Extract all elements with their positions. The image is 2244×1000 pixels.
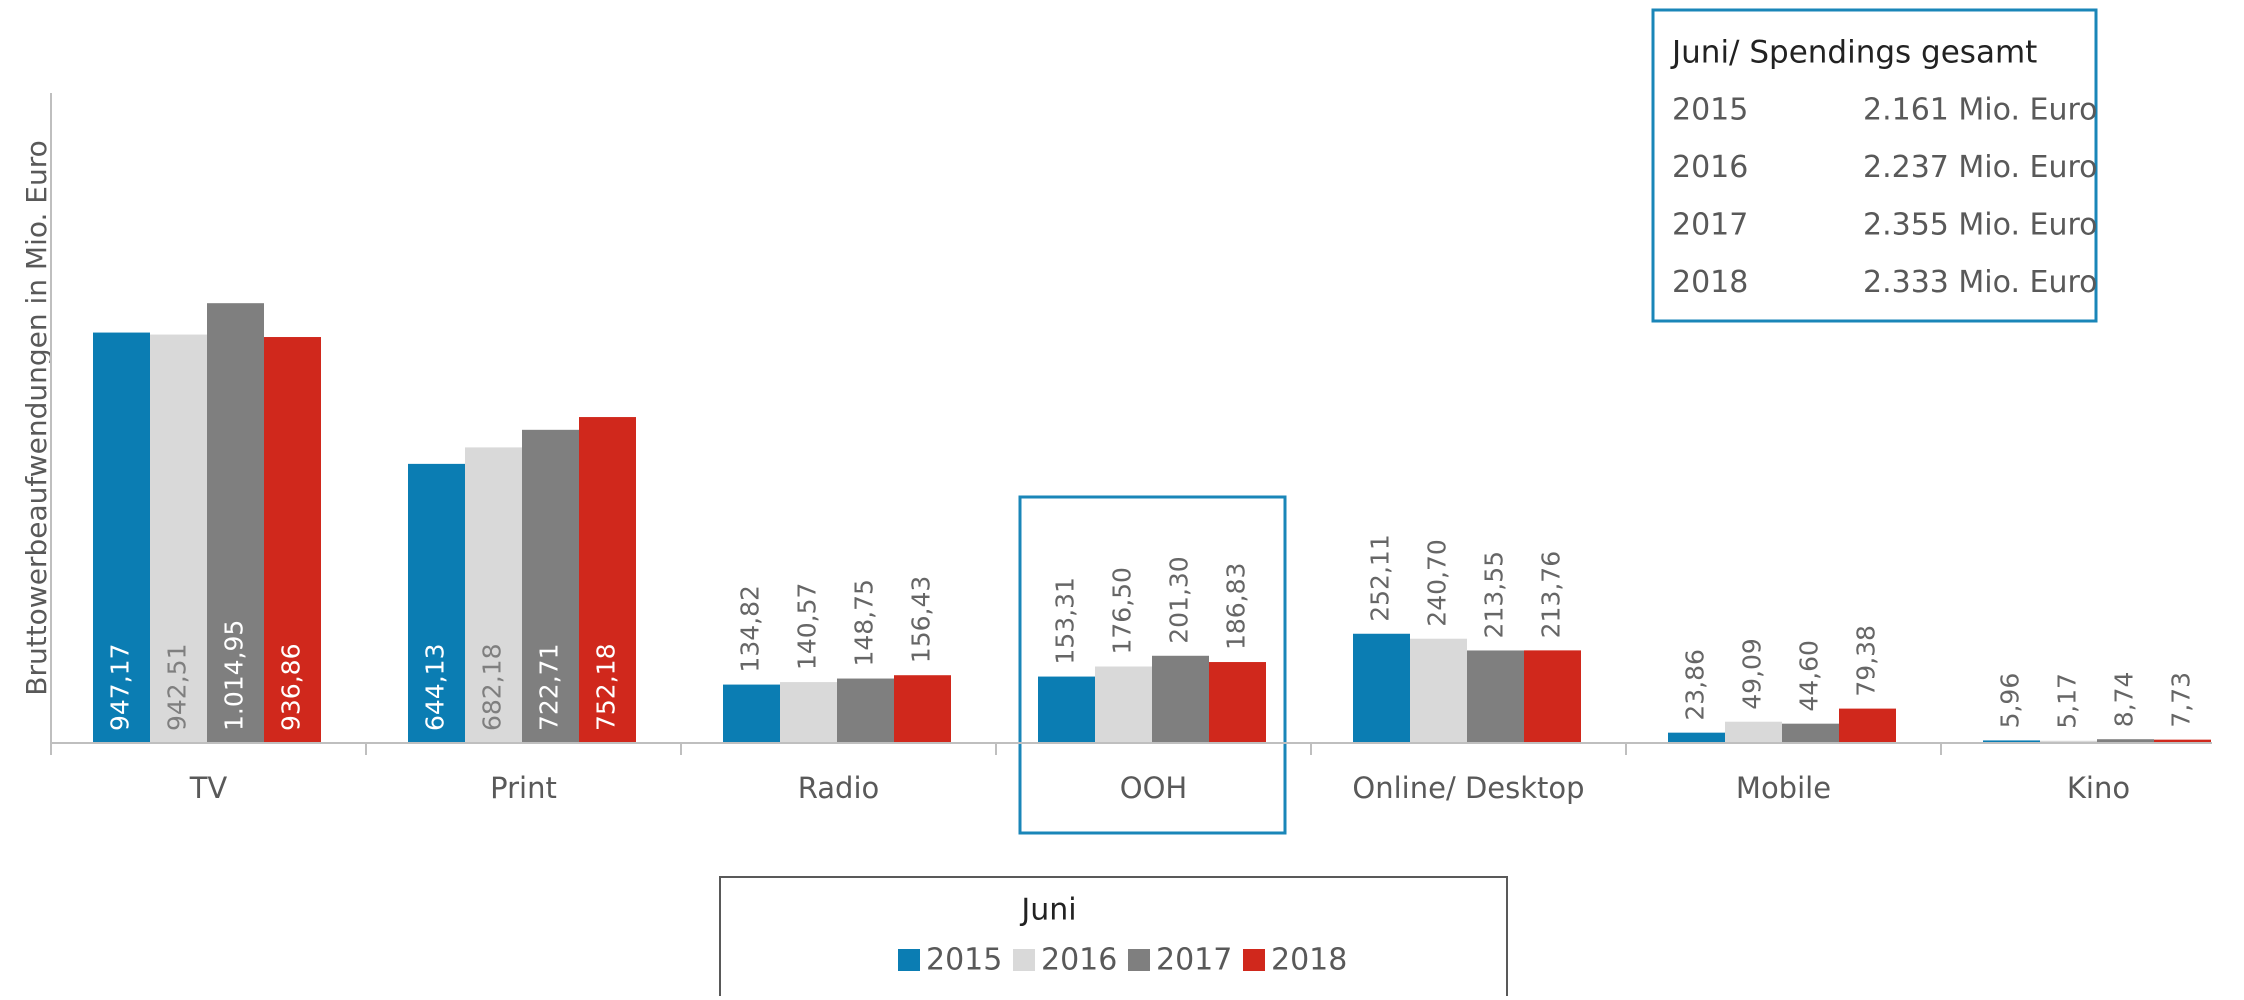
legend-title: Juni [1019,893,1076,928]
value-label: 49,09 [1738,638,1767,710]
highlight-box [1018,495,1287,835]
annotation-value: 2.355 Mio. Euro [1863,208,2098,243]
annotation-year: 2015 [1672,93,1748,128]
value-label: 176,50 [1108,567,1137,654]
bar [1782,723,1839,743]
legend-label: 2018 [1271,943,1347,978]
x-tick-label: TV [189,771,228,805]
value-label: 156,43 [907,576,936,663]
annotation-value: 2.333 Mio. Euro [1863,265,2098,300]
bar [150,334,207,743]
bar [2040,740,2097,743]
bar [465,447,522,743]
bar [1209,662,1266,743]
bar [1038,676,1095,743]
bar [894,675,951,743]
value-label: 186,83 [1222,563,1251,650]
legend-label: 2017 [1156,943,1232,978]
legend-label: 2016 [1041,943,1117,978]
value-label: 936,86 [277,644,306,731]
annotation-box [1651,8,2098,323]
annotation-value: 2.161 Mio. Euro [1863,93,2098,128]
bar [408,463,465,743]
value-label: 148,75 [850,579,879,666]
bar [1725,721,1782,743]
x-tick-label: Mobile [1736,771,1831,805]
value-label: 213,55 [1480,551,1509,638]
bar [1839,708,1896,743]
value-label: 5,96 [1996,673,2025,729]
value-label: 682,18 [478,644,507,731]
annotation-year: 2018 [1672,265,1748,300]
annotation-value: 2.237 Mio. Euro [1863,150,2098,185]
value-label: 722,71 [535,644,564,731]
bar [1668,732,1725,743]
x-tick-label: Kino [2067,771,2130,805]
bar [579,417,636,743]
value-label: 644,13 [421,644,450,731]
value-label: 5,17 [2053,673,2082,729]
x-tick-label: Online/ Desktop [1352,771,1584,805]
bar [837,678,894,743]
legend-box [719,876,1508,1000]
bar [93,332,150,743]
value-label: 140,57 [793,583,822,670]
value-label: 947,17 [106,644,135,731]
x-tick-label: Print [490,771,557,805]
value-label: 79,38 [1852,625,1881,697]
bar [1524,650,1581,743]
annotation-year: 2016 [1672,150,1748,185]
x-tick-label: OOH [1120,771,1187,805]
bar [207,303,264,743]
value-label: 1.014,95 [220,620,249,731]
value-label: 8,74 [2110,672,2139,728]
bar [522,429,579,743]
legend-swatch [1243,949,1265,971]
value-label: 752,18 [592,644,621,731]
value-label: 942,51 [163,644,192,731]
annotation-year: 2017 [1672,208,1748,243]
legend-label: 2015 [926,943,1002,978]
value-label: 213,76 [1537,551,1566,638]
annotation-title: Juni/ Spendings gesamt [1670,35,2037,71]
value-label: 240,70 [1423,539,1452,626]
value-label: 23,86 [1681,649,1710,721]
value-label: 201,30 [1165,556,1194,643]
bar [1983,740,2040,743]
value-label: 44,60 [1795,640,1824,712]
bar [1467,650,1524,743]
legend-swatch [1128,949,1150,971]
bar [1410,638,1467,743]
x-tick-label: Radio [798,771,880,805]
bar [1152,655,1209,743]
value-label: 252,11 [1366,534,1395,621]
y-axis-label: Bruttowerbeaufwendungen in Mio. Euro [20,140,53,696]
bar [2154,739,2211,743]
bar [1353,633,1410,743]
bar [2097,739,2154,743]
bar [264,337,321,743]
bar [723,684,780,743]
legend-swatch [898,949,920,971]
bar [1095,666,1152,743]
value-label: 153,31 [1051,577,1080,664]
value-label: 7,73 [2167,672,2196,728]
legend-swatch [1013,949,1035,971]
value-label: 134,82 [736,585,765,672]
bar [780,682,837,743]
